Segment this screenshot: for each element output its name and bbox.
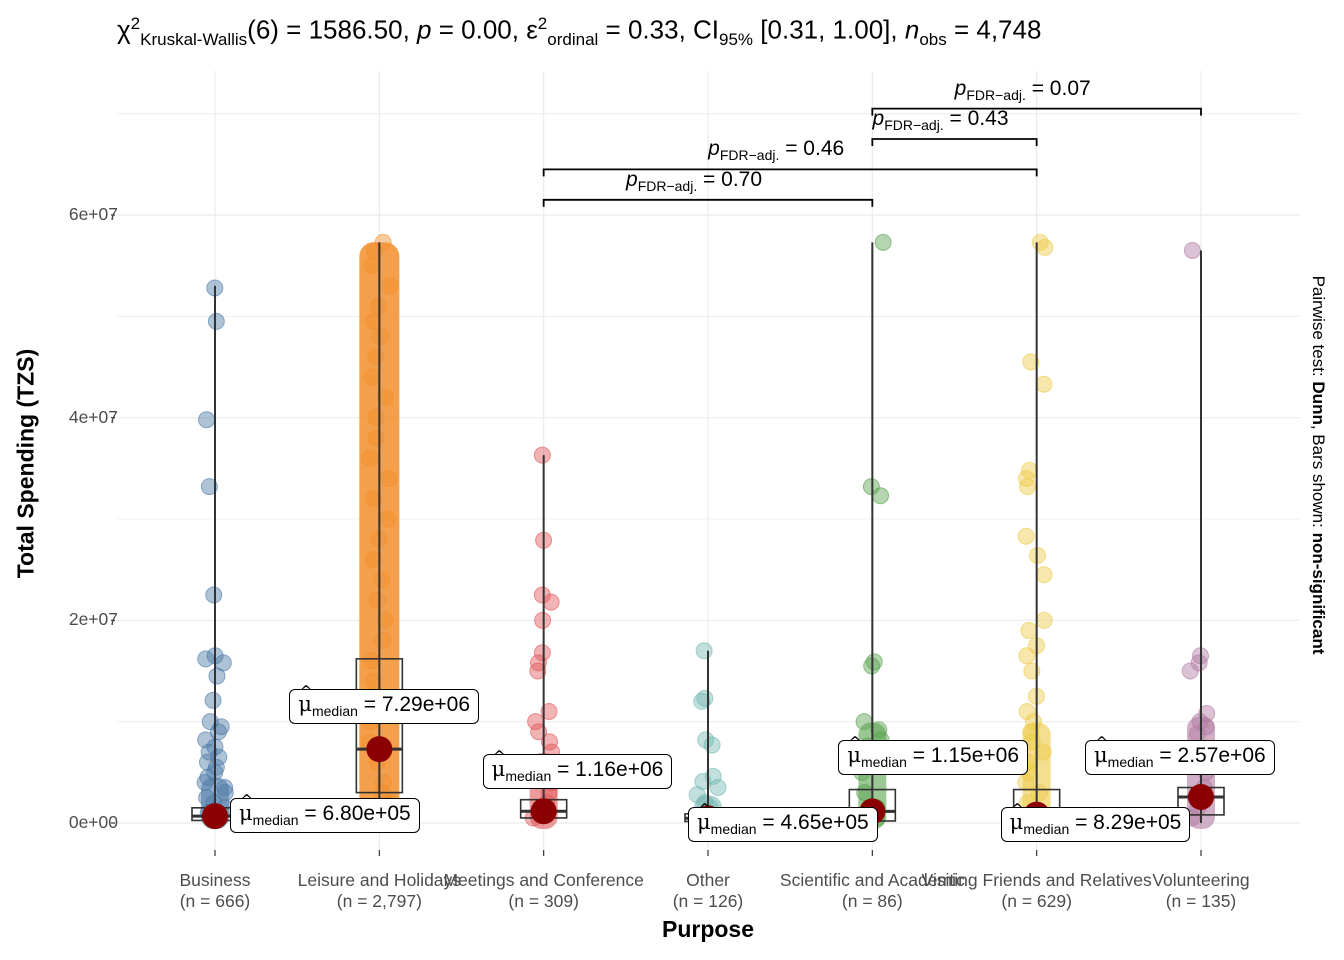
y-tick-label: 4e+07	[68, 406, 118, 427]
data-point	[693, 692, 711, 710]
data-point	[204, 691, 222, 709]
data-point	[704, 767, 722, 785]
x-tick-label: Volunteering (n = 135)	[1152, 870, 1250, 911]
data-point	[540, 703, 558, 721]
median-marker	[366, 736, 393, 763]
pairwise-bar	[542, 168, 1038, 177]
data-point	[1035, 611, 1053, 629]
data-point	[207, 312, 225, 330]
median-label: μmedian = 8.29e+05	[1000, 800, 1191, 843]
data-point	[1018, 703, 1036, 721]
pairwise-bar	[542, 198, 874, 207]
data-point	[1181, 662, 1199, 680]
data-point	[1183, 241, 1201, 259]
y-axis-label: Total Spending (TZS)	[12, 348, 39, 579]
data-point	[533, 446, 551, 464]
pairwise-p-label: pFDR−adj. = 0.46	[708, 137, 845, 164]
data-point	[198, 411, 216, 429]
pairwise-p-label: pFDR−adj. = 0.43	[872, 107, 1009, 134]
data-point	[200, 478, 218, 496]
x-tick-label: Visiting Friends and Relatives (n = 629)	[921, 870, 1152, 911]
data-point	[530, 723, 548, 741]
median-label: μmedian = 1.16e+06	[482, 747, 673, 790]
category-group-leisure-and-holidays	[355, 233, 404, 824]
pairwise-bar	[871, 107, 1202, 116]
data-point	[542, 593, 560, 611]
x-tick-label: Business (n = 666)	[179, 870, 251, 911]
box	[355, 658, 404, 794]
data-point	[695, 642, 713, 660]
data-point	[205, 586, 223, 604]
data-point	[1036, 238, 1054, 256]
data-point	[1018, 478, 1036, 496]
x-tick-label: Scientific and Academic (n = 86)	[779, 870, 965, 911]
data-point	[533, 644, 551, 662]
data-point	[1035, 566, 1053, 584]
data-point	[709, 779, 727, 797]
median-label: μmedian = 6.80e+05	[230, 791, 420, 834]
median-marker	[530, 798, 557, 825]
x-tick-label: Leisure and Holidays (n = 2,797)	[297, 870, 462, 911]
data-point	[1018, 647, 1036, 665]
data-point	[208, 667, 226, 685]
chart-title: χ2Kruskal-Wallis(6) = 1586.50, p = 0.00,…	[117, 14, 1042, 49]
x-tick-label: Other (n = 126)	[672, 870, 744, 911]
data-point	[874, 233, 892, 251]
median-label: μmedian = 4.65e+05	[688, 800, 878, 843]
pairwise-p-label: pFDR−adj. = 0.07	[954, 76, 1091, 103]
x-tick-label: Meetings and Conference (n = 309)	[443, 870, 644, 911]
pairwise-bar	[871, 138, 1038, 146]
y-tick-label: 6e+07	[68, 204, 118, 224]
category-group-business	[191, 279, 239, 830]
data-point	[1017, 527, 1035, 545]
data-point	[703, 736, 721, 754]
y-tick-label: 2e+07	[68, 609, 118, 630]
category-group-visiting-friends-and-relatives	[1012, 233, 1061, 829]
data-point	[534, 611, 552, 629]
median-label: μmedian = 1.15e+06	[838, 733, 1029, 776]
median-marker	[202, 803, 228, 830]
median-marker	[1188, 783, 1214, 810]
data-point	[197, 650, 215, 668]
pairwise-p-label: pFDR−adj. = 0.70	[626, 167, 763, 194]
median-label: μmedian = 2.57e+06	[1085, 733, 1275, 776]
data-point	[212, 718, 230, 736]
x-axis-label: Purpose	[661, 916, 755, 942]
data-point	[872, 487, 890, 505]
data-point	[533, 586, 551, 604]
y-tick-label: 0e+00	[68, 812, 118, 832]
data-point	[1035, 375, 1053, 393]
data-point	[1020, 621, 1038, 639]
data-point	[1022, 353, 1040, 371]
data-point	[541, 733, 559, 751]
data-point	[529, 662, 547, 680]
pairwise-caption: Pairwise test: Dunn, Bars shown: non-sig…	[1309, 275, 1328, 655]
median-label: μmedian = 7.29e+06	[289, 682, 480, 725]
